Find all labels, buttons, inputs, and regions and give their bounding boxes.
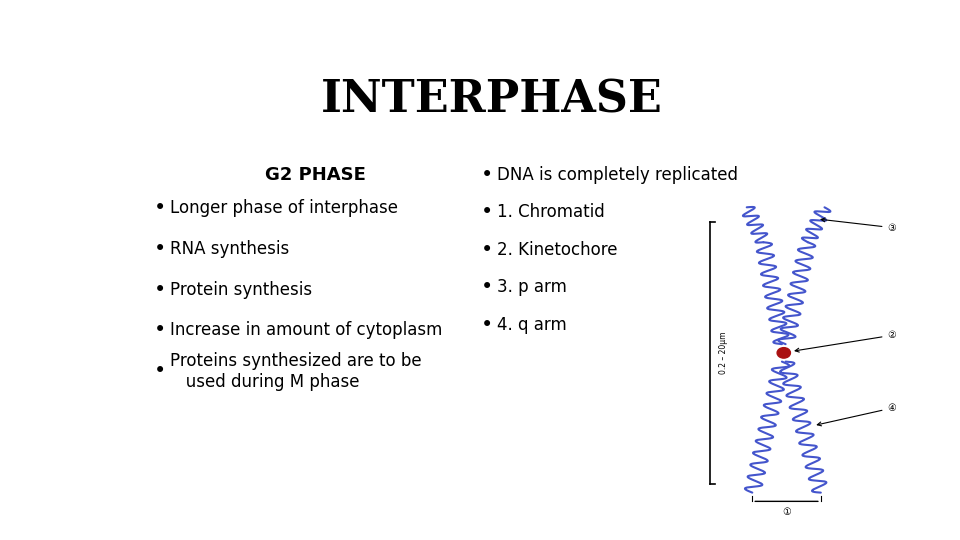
Text: G2 PHASE: G2 PHASE [265, 166, 366, 184]
Text: •: • [154, 280, 166, 300]
Text: ④: ④ [817, 403, 897, 426]
Text: INTERPHASE: INTERPHASE [322, 79, 662, 122]
Text: ②: ② [795, 330, 897, 352]
Text: Proteins synthesized are to be
   used during M phase: Proteins synthesized are to be used duri… [170, 352, 421, 390]
Text: •: • [481, 315, 493, 335]
Text: •: • [154, 361, 166, 381]
Text: •: • [154, 239, 166, 259]
Text: RNA synthesis: RNA synthesis [170, 240, 289, 258]
Text: ①: ① [782, 507, 791, 517]
Text: 4. q arm: 4. q arm [497, 316, 567, 334]
Text: •: • [154, 198, 166, 218]
Text: •: • [481, 202, 493, 222]
Text: Increase in amount of cytoplasm: Increase in amount of cytoplasm [170, 321, 443, 340]
Text: 3. p arm: 3. p arm [497, 278, 567, 296]
Text: Protein synthesis: Protein synthesis [170, 281, 312, 299]
Text: DNA is completely replicated: DNA is completely replicated [497, 166, 738, 184]
Text: Longer phase of interphase: Longer phase of interphase [170, 199, 397, 217]
Text: 1. Chromatid: 1. Chromatid [497, 204, 605, 221]
Text: •: • [481, 277, 493, 297]
Text: •: • [481, 240, 493, 260]
Text: 0.2 – 20μm: 0.2 – 20μm [719, 332, 728, 374]
Text: ③: ③ [821, 218, 897, 233]
Circle shape [777, 348, 790, 358]
Text: •: • [154, 321, 166, 341]
Text: •: • [481, 165, 493, 185]
Text: 2. Kinetochore: 2. Kinetochore [497, 241, 617, 259]
